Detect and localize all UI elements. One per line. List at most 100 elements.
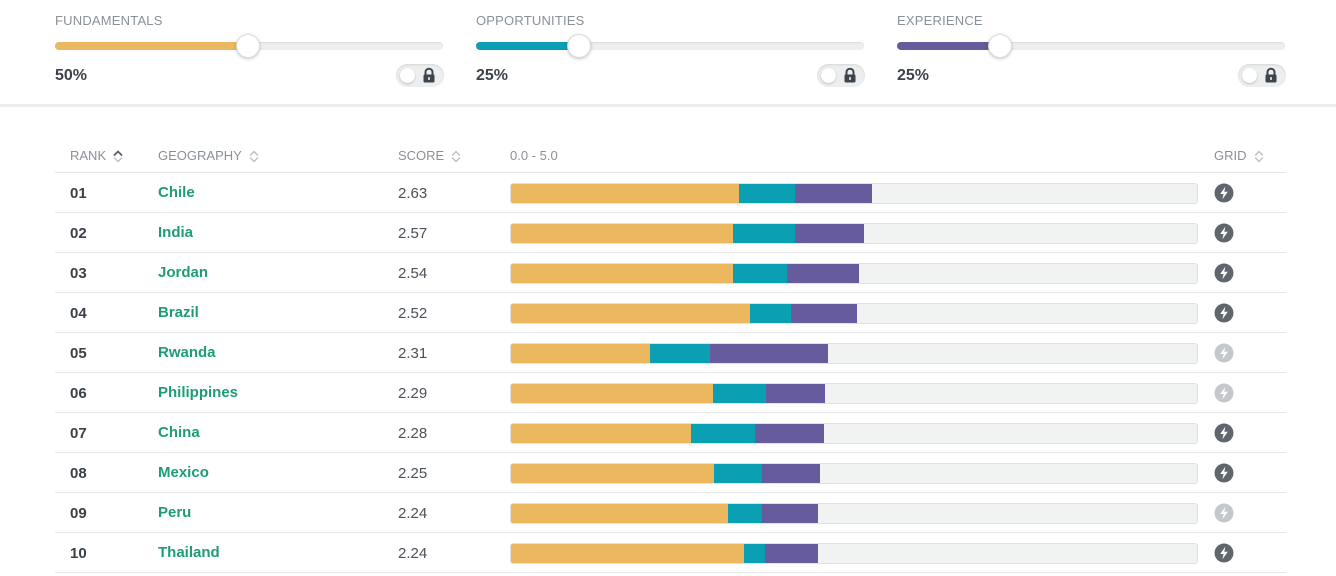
lightning-bolt-icon[interactable] <box>1214 263 1234 283</box>
geography-link[interactable]: Rwanda <box>158 344 216 361</box>
geography-link[interactable]: India <box>158 224 194 241</box>
toggle-knob <box>400 68 415 83</box>
score-bar <box>510 383 1198 404</box>
opportunities-segment <box>714 464 763 483</box>
fundamentals-segment <box>511 424 691 443</box>
opportunities-weight-value: 25% <box>476 67 509 84</box>
toggle-knob <box>1242 68 1257 83</box>
fundamentals-segment <box>511 504 728 523</box>
lightning-bolt-icon[interactable] <box>1214 463 1234 483</box>
geography-link[interactable]: Peru <box>158 504 192 521</box>
sort-active-icon <box>113 150 123 162</box>
table-row: 02 India 2.57 <box>55 213 1286 253</box>
score-bar <box>510 423 1198 444</box>
geography-column-header[interactable]: GEOGRAPHY <box>158 148 259 163</box>
rank-cell: 04 <box>70 305 87 322</box>
weighting-panel: FUNDAMENTALS 50% OPPORTUNITIES 25% <box>0 0 1336 104</box>
grid-header-label: GRID <box>1214 148 1247 163</box>
rank-cell: 01 <box>70 185 87 202</box>
opportunities-segment <box>749 304 791 323</box>
fundamentals-weight-title: FUNDAMENTALS <box>55 13 163 28</box>
fundamentals-segment <box>511 464 715 483</box>
table-row: 10 Thailand 2.24 <box>55 533 1286 573</box>
experience-segment <box>764 544 819 563</box>
rank-cell: 05 <box>70 345 87 362</box>
opportunities-lock-toggle[interactable] <box>817 64 865 87</box>
fundamentals-lock-toggle[interactable] <box>396 64 444 87</box>
experience-weight-control: EXPERIENCE 25% <box>897 0 1287 104</box>
lightning-bolt-icon[interactable] <box>1214 183 1234 203</box>
lightning-bolt-icon[interactable] <box>1214 303 1234 323</box>
fundamentals-segment <box>511 184 739 203</box>
geography-link[interactable]: Philippines <box>158 384 239 401</box>
sort-icon <box>249 150 258 162</box>
experience-weight-value: 25% <box>897 67 930 84</box>
score-cell: 2.52 <box>398 305 428 322</box>
opportunities-weight-control: OPPORTUNITIES 25% <box>476 0 866 104</box>
lightning-bolt-icon[interactable] <box>1214 543 1234 563</box>
score-bar <box>510 543 1198 564</box>
experience-lock-toggle[interactable] <box>1238 64 1286 87</box>
lightning-bolt-icon[interactable] <box>1214 343 1234 363</box>
geography-link[interactable]: Brazil <box>158 304 199 321</box>
opportunities-segment <box>690 424 756 443</box>
geography-link[interactable]: Jordan <box>158 264 209 281</box>
score-cell: 2.28 <box>398 425 428 442</box>
opportunities-weight-slider-fill <box>476 42 579 50</box>
geography-link[interactable]: China <box>158 424 200 441</box>
rank-cell: 10 <box>70 545 87 562</box>
lock-icon <box>844 67 856 83</box>
score-bar <box>510 463 1198 484</box>
table-row: 03 Jordan 2.54 <box>55 253 1286 293</box>
score-cell: 2.29 <box>398 385 428 402</box>
lock-icon <box>423 67 435 83</box>
score-cell: 2.31 <box>398 345 428 362</box>
experience-segment <box>762 464 820 483</box>
lightning-bolt-icon[interactable] <box>1214 223 1234 243</box>
lightning-bolt-icon[interactable] <box>1214 383 1234 403</box>
rank-cell: 06 <box>70 385 87 402</box>
fundamentals-weight-slider-thumb[interactable] <box>236 34 260 58</box>
experience-weight-title: EXPERIENCE <box>897 13 983 28</box>
opportunities-segment <box>744 544 765 563</box>
score-bar <box>510 183 1198 204</box>
experience-segment <box>709 344 828 363</box>
opportunities-segment <box>727 504 763 523</box>
geography-link[interactable]: Mexico <box>158 464 209 481</box>
range-header-label: 0.0 - 5.0 <box>510 148 558 163</box>
score-bar <box>510 263 1198 284</box>
rank-cell: 07 <box>70 425 87 442</box>
sort-icon <box>452 150 461 162</box>
geography-header-label: GEOGRAPHY <box>158 148 242 163</box>
fundamentals-segment <box>511 544 745 563</box>
lightning-bolt-icon[interactable] <box>1214 503 1234 523</box>
grid-column-header[interactable]: GRID <box>1214 148 1264 163</box>
fundamentals-weight-slider-fill <box>55 42 248 50</box>
score-cell: 2.63 <box>398 185 428 202</box>
opportunities-weight-slider-thumb[interactable] <box>567 34 591 58</box>
rank-column-header[interactable]: RANK <box>70 148 123 163</box>
table-row: 08 Mexico 2.25 <box>55 453 1286 493</box>
lightning-bolt-icon[interactable] <box>1214 423 1234 443</box>
experience-weight-slider-fill <box>897 42 1000 50</box>
score-cell: 2.24 <box>398 505 428 522</box>
experience-segment <box>762 504 819 523</box>
score-bar <box>510 503 1198 524</box>
opportunities-segment <box>738 184 795 203</box>
experience-weight-slider-thumb[interactable] <box>988 34 1012 58</box>
sort-icon <box>1254 150 1263 162</box>
fundamentals-segment <box>511 384 713 403</box>
table-row: 05 Rwanda 2.31 <box>55 333 1286 373</box>
panel-divider <box>0 104 1336 107</box>
experience-weight-slider-track[interactable] <box>897 42 1285 50</box>
opportunities-segment <box>733 224 795 243</box>
experience-segment <box>795 224 864 243</box>
rank-cell: 03 <box>70 265 87 282</box>
geography-link[interactable]: Thailand <box>158 544 220 561</box>
rank-cell: 09 <box>70 505 87 522</box>
opportunities-weight-slider-track[interactable] <box>476 42 864 50</box>
score-column-header[interactable]: SCORE <box>398 148 461 163</box>
opportunities-segment <box>712 384 767 403</box>
geography-link[interactable]: Chile <box>158 184 195 201</box>
opportunities-weight-title: OPPORTUNITIES <box>476 13 585 28</box>
